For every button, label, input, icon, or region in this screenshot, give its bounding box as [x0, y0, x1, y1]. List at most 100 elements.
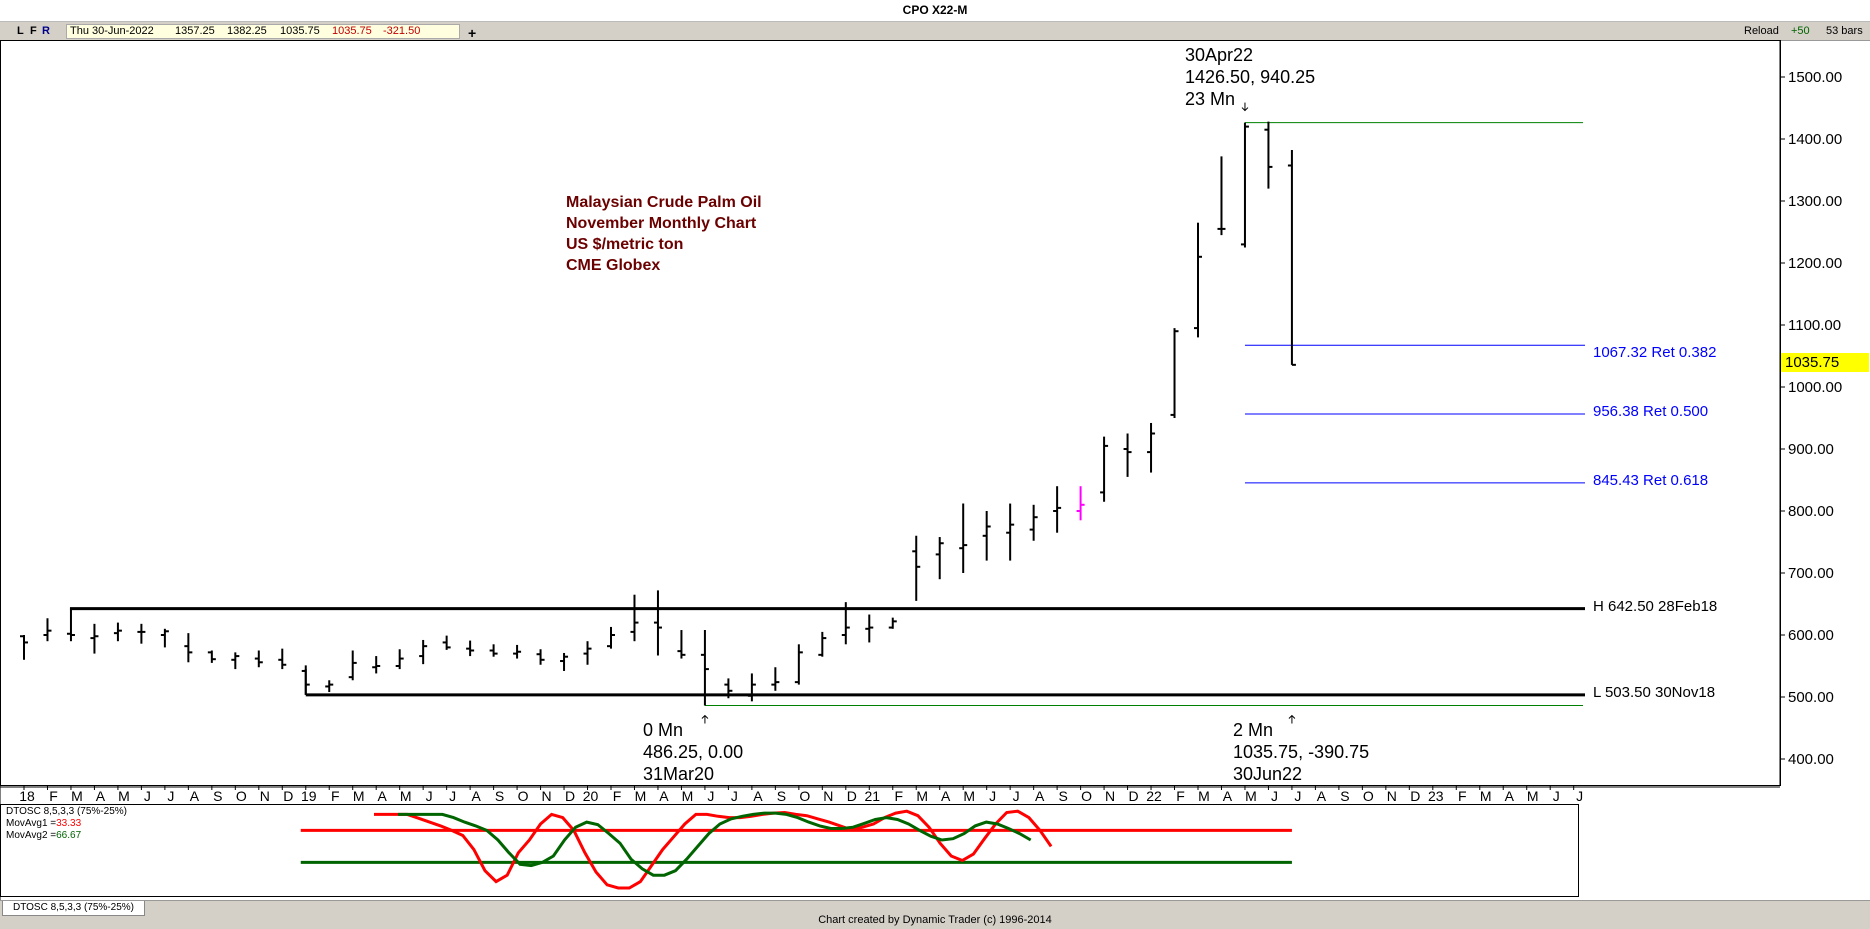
x-tick-label: 18 — [19, 788, 35, 804]
pointer-arrow-head — [1241, 107, 1249, 112]
indicator-tab[interactable]: DTOSC 8,5,3,3 (75%-25%) — [2, 901, 145, 916]
oscillator-legend: DTOSC 8,5,3,3 (75%-25%) MovAvg1 =33.33 M… — [6, 806, 127, 842]
y-tick-label: 700.00 — [1788, 565, 1834, 582]
x-tick-label: M — [963, 788, 975, 804]
ohlc-bar — [771, 667, 780, 691]
quote-change: -321.50 — [383, 25, 421, 37]
chart-annotations — [701, 102, 1296, 724]
ohlc-bar — [513, 644, 522, 659]
toolbar-button-f[interactable]: F — [30, 25, 37, 37]
x-tick-label: J — [426, 788, 433, 804]
ohlc-bar — [466, 640, 475, 657]
pointer-arrow-head — [1288, 714, 1296, 719]
y-tick-label: 600.00 — [1788, 627, 1834, 644]
x-tick-label: S — [777, 788, 786, 804]
x-tick-label: J — [1576, 788, 1583, 804]
x-tick-label: A — [471, 788, 481, 804]
ohlc-bar — [207, 650, 216, 663]
y-axis: 1500.00 1400.00 1300.00 1200.00 1100.00 1000.… — [1780, 69, 1842, 768]
x-tick-label: A — [1505, 788, 1515, 804]
x-tick-label: N — [823, 788, 833, 804]
x-tick-label: 21 — [864, 788, 880, 804]
y-tick-label: 1000.00 — [1788, 379, 1842, 396]
movavg1-value: 33.33 — [56, 818, 82, 829]
ohlc-bar — [1053, 486, 1062, 533]
x-tick-label: M — [1527, 788, 1539, 804]
x-tick-label: M — [71, 788, 83, 804]
ohlc-bar — [278, 648, 287, 670]
y-tick-label: 1400.00 — [1788, 131, 1842, 148]
movavg1-row: MovAvg1 =33.33 — [6, 818, 127, 830]
toolbar-button-l[interactable]: L — [17, 25, 24, 37]
current-date: 30Jun22 — [1233, 764, 1303, 784]
x-tick-label: J — [1553, 788, 1560, 804]
high-line-label: H 642.50 28Feb18 — [1593, 598, 1718, 615]
quote-high: 1382.25 — [227, 25, 267, 37]
ohlc-bar — [160, 628, 169, 648]
ohlc-bar — [1123, 433, 1132, 477]
reload-button[interactable]: Reload — [1744, 25, 1779, 37]
pointer-arrow-head — [701, 714, 709, 719]
ohlc-bar — [1170, 328, 1179, 418]
trough-annotation: 0 Mn 486.25, 0.00 31Mar20 — [643, 719, 743, 785]
x-tick-label: S — [495, 788, 504, 804]
x-tick-label: M — [635, 788, 647, 804]
ohlc-bar — [137, 623, 146, 644]
x-tick-label: A — [1317, 788, 1327, 804]
bar-offset[interactable]: +50 — [1791, 25, 1810, 37]
ohlc-bar — [66, 608, 75, 642]
ohlc-bar — [254, 650, 263, 668]
bar-count: 53 bars — [1826, 25, 1863, 37]
x-tick-label: S — [213, 788, 222, 804]
x-tick-label: J — [1013, 788, 1020, 804]
x-tick-label: A — [941, 788, 951, 804]
x-tick-label: A — [753, 788, 763, 804]
trough-values: 486.25, 0.00 — [643, 742, 744, 762]
fib-618-label: 845.43 Ret 0.618 — [1593, 472, 1709, 489]
x-tick-label: D — [1128, 788, 1138, 804]
window-title-bar: CPO X22-M — [0, 0, 1870, 22]
x-tick-label: A — [378, 788, 388, 804]
toolbar-button-r[interactable]: R — [42, 25, 50, 37]
x-tick-label: F — [49, 788, 58, 804]
x-tick-label: F — [1458, 788, 1467, 804]
oscillator-panel — [300, 809, 1292, 890]
ohlc-bar — [959, 503, 968, 573]
x-tick-label: F — [1176, 788, 1185, 804]
x-tick-label: D — [565, 788, 575, 804]
ohlc-bar — [912, 535, 921, 601]
ohlc-bar — [20, 635, 28, 660]
x-tick-label: M — [118, 788, 130, 804]
x-tick-label: F — [331, 788, 340, 804]
fib-382-label: 1067.32 Ret 0.382 — [1593, 344, 1717, 361]
movavg2-value: 66.67 — [56, 830, 82, 841]
ohlc-bar — [43, 618, 52, 642]
quote-low: 1035.75 — [280, 25, 320, 37]
ohlc-bar — [325, 680, 334, 693]
x-tick-label: M — [353, 788, 365, 804]
x-tick-label: D — [283, 788, 293, 804]
x-tick-label: S — [1340, 788, 1349, 804]
x-tick-label: O — [799, 788, 810, 804]
note-line-3: US $/metric ton — [566, 236, 684, 253]
chart-frame — [0, 40, 1781, 900]
x-tick-label: J — [449, 788, 456, 804]
ohlc-bar — [700, 630, 709, 706]
x-tick-label: N — [260, 788, 270, 804]
ohlc-bar — [865, 614, 874, 643]
quote-close: 1035.75 — [332, 25, 372, 37]
add-button[interactable]: + — [468, 25, 477, 41]
x-tick-label: M — [1198, 788, 1210, 804]
x-tick-label: J — [731, 788, 738, 804]
peak-count: 23 Mn — [1185, 89, 1236, 109]
x-tick-label: O — [518, 788, 529, 804]
peak-values: 1426.50, 940.25 — [1185, 67, 1316, 87]
x-tick-label: J — [1271, 788, 1278, 804]
x-tick-label: J — [707, 788, 714, 804]
x-axis: 18 F M A M J J A S O N D 19 F M A M J J A S O N D 20 F M A M J J A S O N D 2… — [19, 785, 1583, 804]
x-tick-label: F — [894, 788, 903, 804]
ohlc-bar — [630, 594, 639, 642]
movavg2-row: MovAvg2 =66.67 — [6, 830, 127, 842]
oscillator-slow-line — [398, 811, 1032, 877]
